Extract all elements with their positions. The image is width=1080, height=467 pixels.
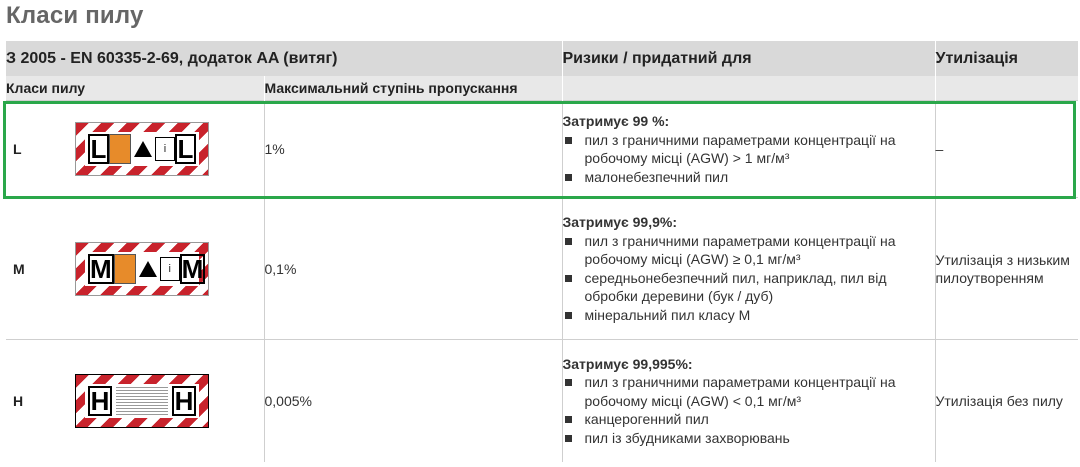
header-disposal: Утилізація xyxy=(934,41,1078,76)
disposal-value: Утилізація з низьким пилоутворенням xyxy=(934,197,1078,340)
retention-heading: Затримує 99,9%: xyxy=(562,214,678,230)
max-permeability-value: 1% xyxy=(263,100,562,198)
subheader-max-permeability: Максимальний ступінь пропускання xyxy=(263,76,562,101)
dust-class-letter: L xyxy=(13,141,22,157)
warning-triangle-icon xyxy=(134,141,152,157)
manual-info-icon: i xyxy=(155,137,175,161)
header-risks: Ризики / придатний для xyxy=(561,41,935,76)
table-row: L L i L 1% Затримує 99 %: xyxy=(6,100,1078,198)
subheader-dust-classes: Класи пилу xyxy=(6,76,264,101)
disposal-value: – xyxy=(934,100,1078,198)
risk-item: мінеральний пил класу М xyxy=(563,306,935,325)
risk-item: канцерогенний пил xyxy=(563,410,935,429)
table-header-row: З 2005 - EN 60335-2-69, додаток AA (витя… xyxy=(6,41,1078,76)
disposal-value: Утилізація без пилу xyxy=(934,339,1078,462)
dust-class-letter: H xyxy=(13,392,24,409)
dust-class-m-label-icon: M i M xyxy=(75,241,209,296)
header-standard: З 2005 - EN 60335-2-69, додаток AA (витя… xyxy=(6,41,562,76)
table-subheader-row: Класи пилу Максимальний ступінь пропуска… xyxy=(6,76,1078,101)
risk-cell: Затримує 99 %: пил з граничними параметр… xyxy=(561,100,935,198)
table-row: M M i M 0,1% Затримує 99,9%: xyxy=(6,197,1078,340)
warning-triangle-icon xyxy=(138,260,157,277)
retention-heading: Затримує 99,995%: xyxy=(562,355,693,372)
max-permeability-value: 0,005% xyxy=(263,339,562,462)
risk-item: пил з граничними параметрами концентраці… xyxy=(563,131,935,168)
vacuum-pictogram-icon xyxy=(113,253,136,284)
max-permeability-value: 0,1% xyxy=(263,197,562,340)
page-title: Класи пилу xyxy=(6,2,144,29)
risk-item: пил з граничними параметрами концентраці… xyxy=(563,373,935,410)
dust-class-h-label-icon: H H xyxy=(75,373,209,428)
risk-item: середньонебезпечний пил, наприклад, пил … xyxy=(563,269,935,306)
vacuum-pictogram-icon xyxy=(109,134,131,164)
risk-item: малонебезпечний пил xyxy=(563,168,935,187)
dust-class-letter: M xyxy=(13,260,25,277)
dust-class-l-label-icon: L i L xyxy=(75,122,209,176)
risk-cell: Затримує 99,995%: пил з граничними парам… xyxy=(561,339,935,462)
dust-class-table: З 2005 - EN 60335-2-69, додаток AA (витя… xyxy=(6,41,1078,462)
manual-info-icon: i xyxy=(159,256,180,281)
table-row: H H H 0,005% Затримує 99,995%: пил з гра… xyxy=(6,339,1078,462)
risk-cell: Затримує 99,9%: пил з граничними парамет… xyxy=(561,197,935,340)
risk-item: пил із збудниками захворювань xyxy=(563,429,935,448)
warning-text-block-icon xyxy=(116,386,168,415)
retention-heading: Затримує 99 %: xyxy=(562,113,670,129)
risk-item: пил з граничними параметрами концентраці… xyxy=(563,232,935,269)
